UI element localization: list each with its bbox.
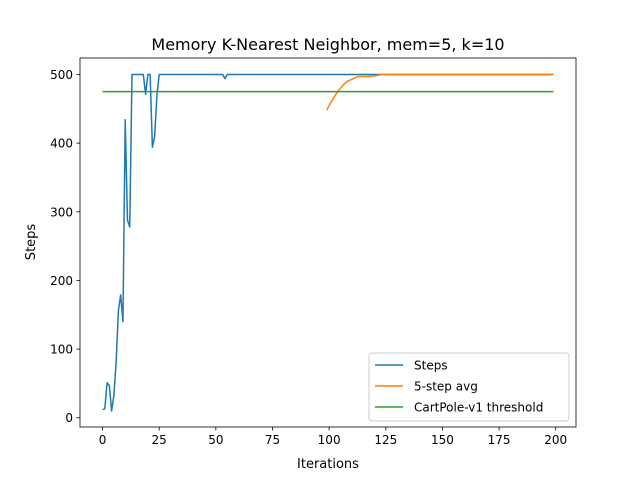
series-line-0 <box>102 73 554 412</box>
legend-label-1: 5-step avg <box>414 380 478 394</box>
legend-box <box>368 352 570 422</box>
x-tick-label-6: 150 <box>431 433 454 447</box>
x-axis-label: Iterations <box>297 457 359 472</box>
chart-title: Memory K-Nearest Neighbor, mem=5, k=10 <box>151 35 504 54</box>
x-tick-label-8: 200 <box>544 433 567 447</box>
legend-label-0: Steps <box>414 359 448 373</box>
x-tick-label-5: 125 <box>374 433 397 447</box>
legend-label-2: CartPole-v1 threshold <box>414 401 543 415</box>
x-tick-label-0: 0 <box>99 433 107 447</box>
y-axis-label: Steps <box>24 224 39 261</box>
legend: Steps 5-step avg CartPole-v1 threshold <box>368 352 570 422</box>
y-tick-label-4: 400 <box>50 137 73 151</box>
y-tick-label-2: 200 <box>50 274 73 288</box>
x-tick-label-7: 175 <box>488 433 511 447</box>
x-tick-label-2: 50 <box>208 433 223 447</box>
x-tick-label-3: 75 <box>265 433 280 447</box>
y-tick-label-3: 300 <box>50 205 73 219</box>
y-tick-label-5: 500 <box>50 68 73 82</box>
x-tick-label-1: 25 <box>152 433 167 447</box>
plot-area: 0 25 50 75 100 125 150 175 200 0 100 200 300 400 500 <box>50 57 577 447</box>
x-tick-label-4: 100 <box>318 433 341 447</box>
y-tick-label-0: 0 <box>65 411 73 425</box>
axes-frame <box>79 57 577 428</box>
y-tick-label-1: 100 <box>50 343 73 357</box>
series-line-1 <box>326 73 554 111</box>
